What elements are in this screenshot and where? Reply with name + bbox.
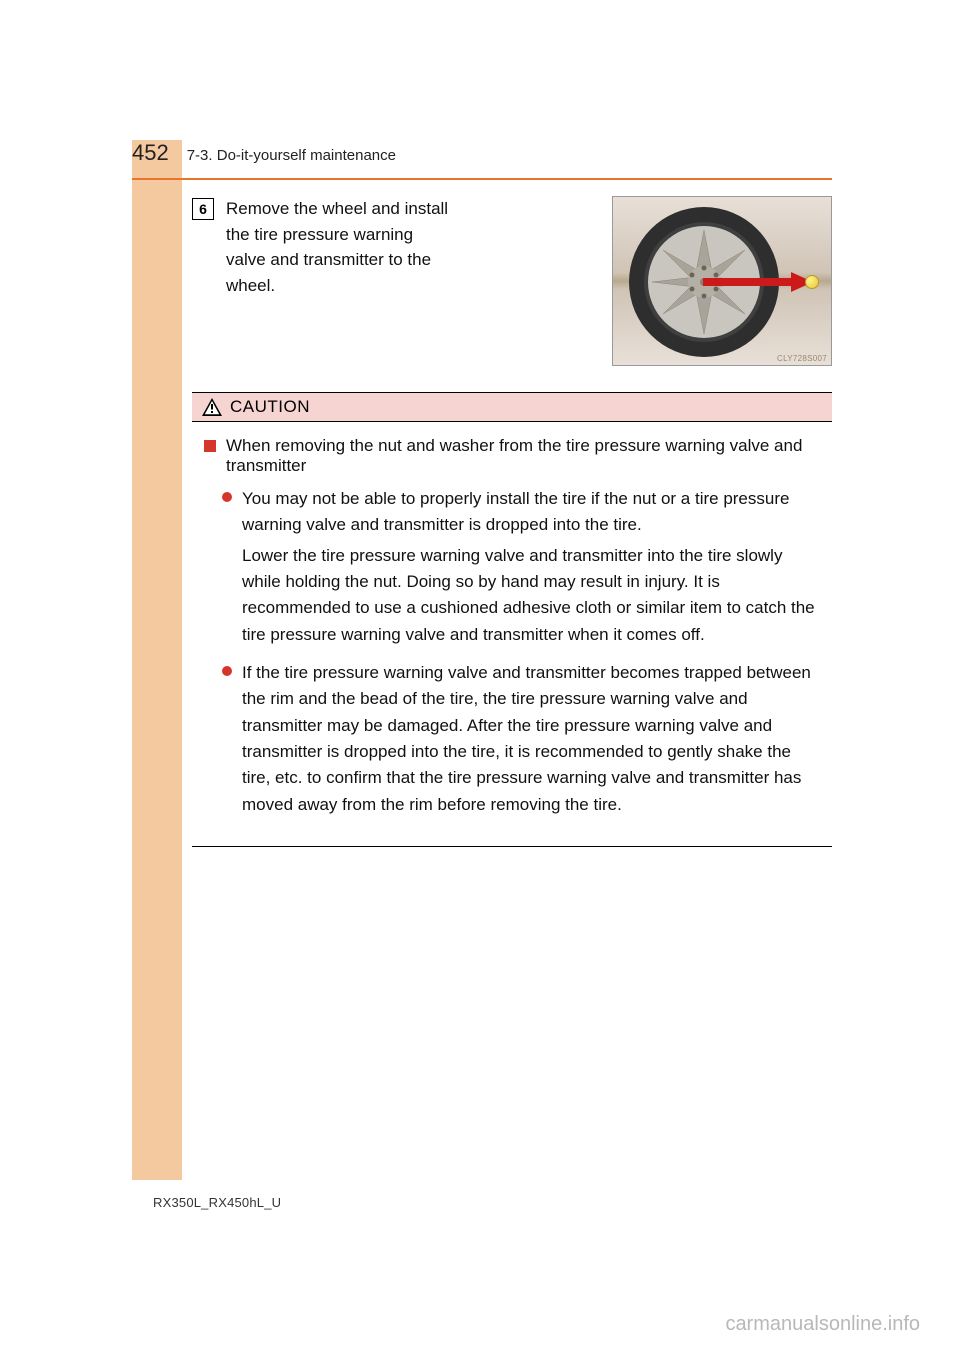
figure-code: CLY728S007 — [777, 354, 827, 363]
caution-header: CAUTION — [192, 392, 832, 422]
caution-item-text: If the tire pressure warning valve and t… — [242, 660, 820, 818]
caution-heading-row: When removing the nut and washer from th… — [204, 436, 820, 476]
caution-box: CAUTION When removing the nut and washer… — [192, 392, 832, 847]
warning-icon — [202, 398, 222, 416]
site-watermark: carmanualsonline.info — [725, 1313, 920, 1336]
page-header: 452 7-3. Do-it-yourself maintenance — [132, 140, 832, 166]
arrow-icon — [703, 272, 813, 292]
valve-transmitter-icon — [805, 275, 819, 289]
wheel-figure: CLY728S007 — [612, 196, 832, 366]
caution-item-lead: You may not be able to properly install … — [242, 489, 789, 534]
red-dot-bullet-icon — [222, 492, 232, 502]
header-rule — [132, 178, 832, 180]
page-number: 452 — [132, 140, 169, 166]
red-dot-bullet-icon — [222, 666, 232, 676]
red-square-bullet-icon — [204, 440, 216, 452]
caution-item-rest: Lower the tire pressure warning valve an… — [242, 543, 820, 648]
caution-item: If the tire pressure warning valve and t… — [222, 660, 820, 818]
caution-body: When removing the nut and washer from th… — [192, 422, 832, 847]
caution-item-lead: If the tire pressure warning valve and t… — [242, 663, 811, 814]
step-text: Remove the wheel and install the tire pr… — [226, 196, 456, 298]
page-content: 452 7-3. Do-it-yourself maintenance 6 Re… — [132, 140, 832, 847]
step-number-box: 6 — [192, 198, 214, 220]
caution-label: CAUTION — [230, 397, 310, 417]
caution-item-text: You may not be able to properly install … — [242, 486, 820, 648]
content-area: 6 Remove the wheel and install the tire … — [192, 196, 832, 847]
section-breadcrumb: 7-3. Do-it-yourself maintenance — [187, 147, 396, 164]
caution-heading: When removing the nut and washer from th… — [226, 436, 820, 476]
step-block: 6 Remove the wheel and install the tire … — [192, 196, 832, 376]
caution-item: You may not be able to properly install … — [222, 486, 820, 648]
step-number: 6 — [199, 201, 207, 217]
doc-code-footer: RX350L_RX450hL_U — [153, 1195, 281, 1210]
